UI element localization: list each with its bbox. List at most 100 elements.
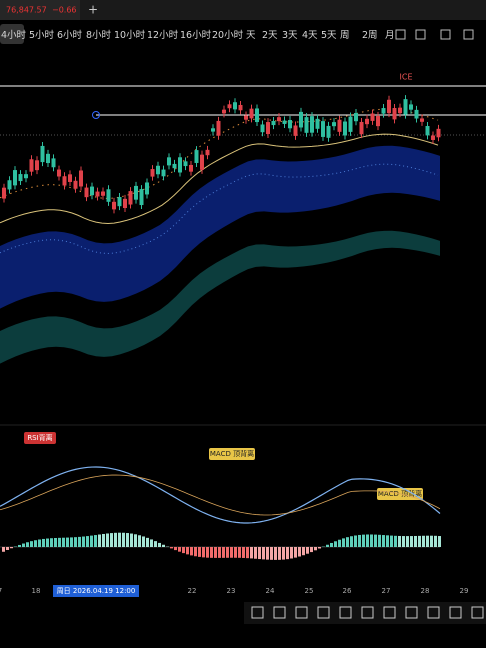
histogram-bar bbox=[202, 547, 205, 558]
tab-price: 76,847.57 bbox=[6, 6, 47, 15]
tool-icon[interactable] bbox=[427, 606, 440, 619]
candle-body bbox=[403, 99, 408, 115]
timeframe-option[interactable]: 10小时 bbox=[114, 30, 146, 41]
histogram-bar bbox=[10, 547, 13, 549]
candle-body bbox=[200, 154, 204, 170]
toolbar-icon[interactable] bbox=[415, 29, 426, 40]
date-label: 25 bbox=[305, 587, 314, 595]
timeframe-option[interactable]: 月 bbox=[385, 30, 395, 41]
badge[interactable] bbox=[209, 448, 255, 460]
histogram-bar bbox=[6, 547, 9, 550]
signal-line bbox=[0, 474, 441, 516]
timeframe-option[interactable]: 16小时 bbox=[180, 30, 212, 41]
tool-icon[interactable] bbox=[339, 606, 352, 619]
histogram-bar bbox=[378, 534, 381, 547]
timeframe-option[interactable]: 20小时 bbox=[212, 30, 244, 41]
candle-body bbox=[24, 174, 28, 179]
new-tab[interactable]: + bbox=[88, 3, 98, 17]
candle-body bbox=[431, 135, 435, 140]
timeframe-option[interactable]: 4天 bbox=[302, 30, 318, 41]
timeframe-option[interactable]: 8小时 bbox=[86, 30, 112, 41]
tool-icon[interactable] bbox=[405, 606, 418, 619]
candle-body bbox=[282, 120, 287, 124]
histogram-bar bbox=[270, 547, 273, 560]
candle-body bbox=[112, 201, 116, 210]
candle-body bbox=[321, 121, 325, 137]
timeframe-option[interactable]: 5小时 bbox=[29, 30, 55, 41]
histogram-bar bbox=[78, 536, 81, 547]
candle-body bbox=[161, 169, 166, 177]
candle-body bbox=[101, 191, 105, 196]
toolbar-icon[interactable] bbox=[395, 29, 406, 40]
date-label: 23 bbox=[227, 587, 236, 595]
candle-body bbox=[409, 104, 413, 110]
candle-body bbox=[381, 108, 386, 114]
timeframe-option[interactable]: 天 bbox=[246, 30, 256, 41]
histogram-bar bbox=[290, 547, 293, 559]
histogram-bar bbox=[110, 533, 113, 547]
candle-body bbox=[178, 157, 182, 173]
tool-icon[interactable] bbox=[317, 606, 330, 619]
candle-body bbox=[57, 169, 61, 177]
candle-body bbox=[332, 122, 336, 127]
toolbar-icon[interactable] bbox=[440, 29, 451, 40]
candle-body bbox=[244, 115, 248, 120]
tab[interactable] bbox=[0, 0, 80, 20]
tool-icon[interactable] bbox=[251, 606, 264, 619]
histogram-bar bbox=[94, 535, 97, 547]
histogram-bar bbox=[366, 534, 369, 547]
timeframe-option[interactable]: 周 bbox=[340, 30, 350, 41]
toolbar-icon[interactable] bbox=[463, 29, 474, 40]
badge[interactable] bbox=[24, 432, 56, 444]
candle-body bbox=[260, 124, 265, 133]
tool-icon[interactable] bbox=[471, 606, 484, 619]
crosshair-label: 周日 2026.04.19 12:00 bbox=[57, 587, 136, 595]
histogram-bar bbox=[150, 539, 153, 547]
histogram-bar bbox=[362, 534, 365, 547]
crosshair-label-bg bbox=[53, 585, 139, 597]
candle-body bbox=[68, 174, 72, 182]
histogram-bar bbox=[54, 537, 57, 547]
oscillator-line bbox=[0, 466, 441, 524]
date-label: 7 bbox=[0, 587, 2, 595]
histogram-bar bbox=[334, 541, 337, 547]
tool-icon[interactable] bbox=[361, 606, 374, 619]
candle-body bbox=[128, 191, 133, 205]
timeframe-option[interactable]: 2天 bbox=[262, 30, 278, 41]
histogram-bar bbox=[222, 547, 225, 558]
date-label: 28 bbox=[421, 587, 430, 595]
badge-text: MACD 顶背离 bbox=[210, 449, 254, 458]
tool-icon[interactable] bbox=[383, 606, 396, 619]
high-marker: ICE bbox=[400, 73, 413, 82]
histogram-bar bbox=[206, 547, 209, 558]
candle-body bbox=[255, 108, 259, 123]
histogram-bar bbox=[210, 547, 213, 558]
histogram-bar bbox=[394, 535, 397, 547]
timeframe-option[interactable]: 4小时 bbox=[1, 30, 27, 41]
histogram-bar bbox=[358, 534, 361, 547]
date-label: 22 bbox=[188, 587, 197, 595]
candle-body bbox=[299, 111, 303, 128]
histogram-bar bbox=[178, 547, 181, 552]
candle-body bbox=[365, 118, 369, 125]
timeframe-option[interactable]: 2周 bbox=[362, 30, 378, 41]
tool-icon[interactable] bbox=[295, 606, 308, 619]
histogram-bar bbox=[122, 532, 125, 547]
tool-icon[interactable] bbox=[449, 606, 462, 619]
timeframe-option[interactable]: 3天 bbox=[282, 30, 298, 41]
timeframe-option[interactable]: 12小时 bbox=[147, 30, 179, 41]
histogram-bar bbox=[22, 543, 25, 547]
candle-body bbox=[13, 170, 17, 186]
histogram-bar bbox=[62, 537, 65, 547]
candle-body bbox=[189, 164, 193, 172]
tab-bar bbox=[0, 0, 486, 20]
line-handle[interactable] bbox=[92, 111, 100, 119]
tool-icon[interactable] bbox=[273, 606, 286, 619]
candle-body bbox=[18, 174, 23, 182]
histogram-bar bbox=[118, 532, 121, 547]
timeframe-option[interactable]: 6小时 bbox=[57, 30, 83, 41]
candle-body bbox=[150, 169, 155, 177]
date-label: 29 bbox=[460, 587, 469, 595]
timeframe-option[interactable]: 5天 bbox=[321, 30, 337, 41]
